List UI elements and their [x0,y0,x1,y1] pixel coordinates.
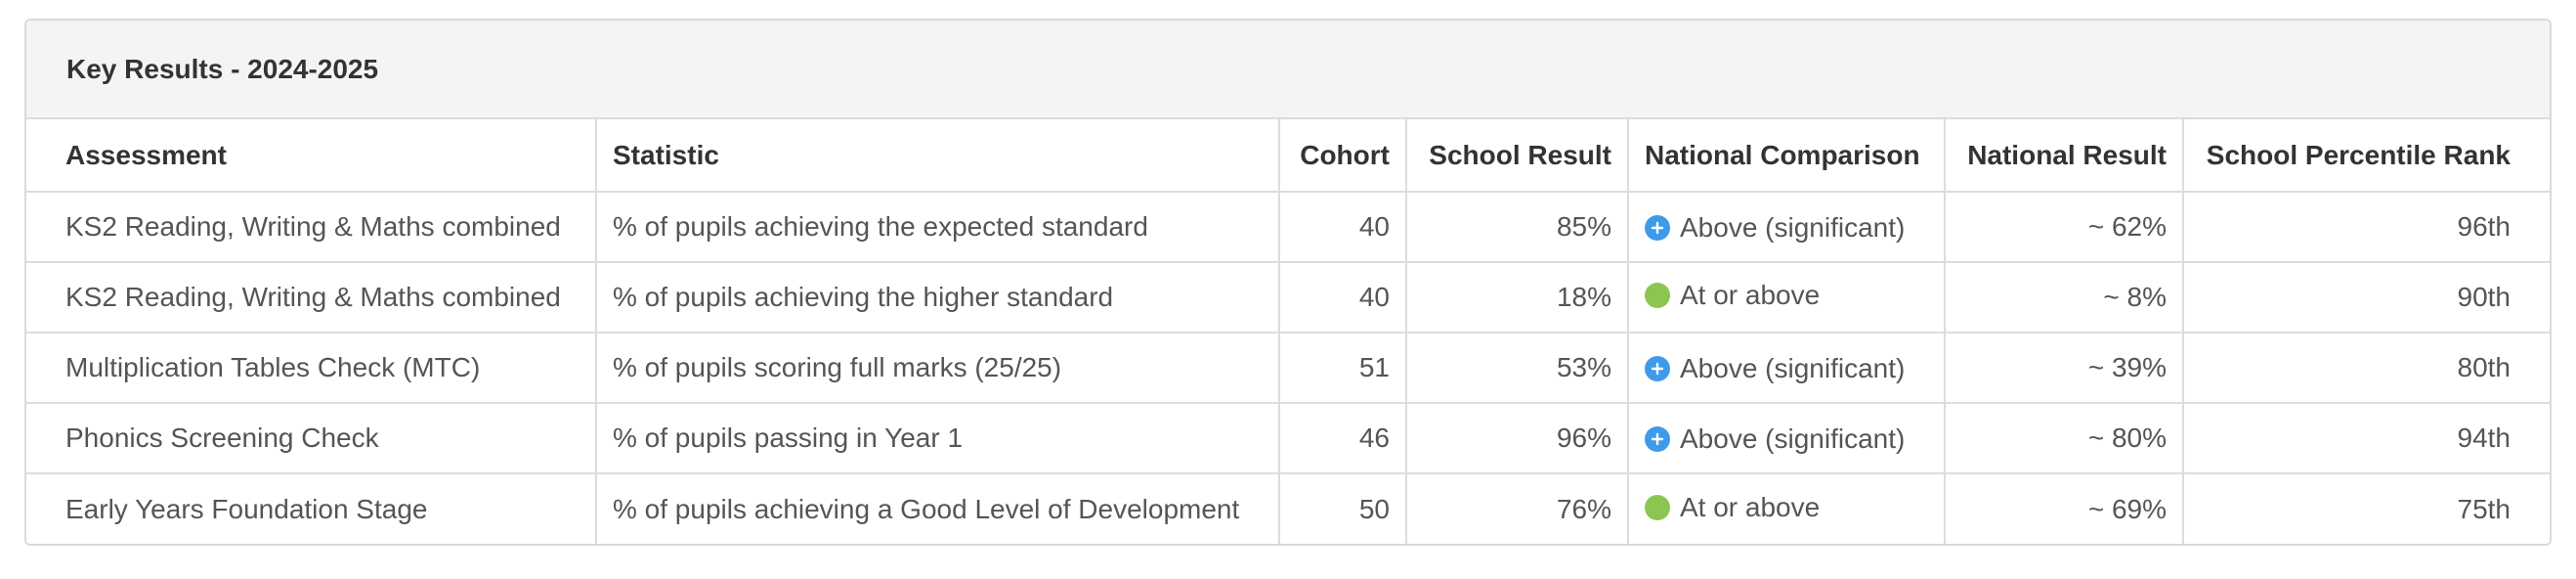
school-percentile-rank-cell: 94th [2183,403,2550,474]
national-result-cell: ~ 62% [1945,192,2184,263]
cohort-cell: 50 [1279,473,1407,544]
green-dot-icon [1645,494,1670,520]
school-percentile-rank-cell: 96th [2183,192,2550,263]
cohort-cell: 51 [1279,333,1407,404]
header-national-comparison: National Comparison [1628,119,1946,193]
national-comparison-label: Above (significant) [1680,212,1906,243]
header-cohort: Cohort [1279,119,1407,193]
table-row: Multiplication Tables Check (MTC) % of p… [26,333,2550,404]
panel-title: Key Results - 2024-2025 [26,21,2550,119]
cohort-cell: 40 [1279,192,1407,263]
national-comparison-label: Above (significant) [1680,353,1906,383]
statistic-cell: % of pupils achieving the higher standar… [596,262,1280,334]
header-national-result: National Result [1945,119,2184,193]
header-school-result: School Result [1406,119,1629,193]
assessment-cell: Phonics Screening Check [26,403,597,474]
statistic-cell: % of pupils scoring full marks (25/25) [596,333,1280,404]
table-row: KS2 Reading, Writing & Maths combined % … [26,262,2550,334]
table-row: KS2 Reading, Writing & Maths combined % … [26,192,2550,263]
statistic-cell: % of pupils achieving the expected stand… [596,192,1280,263]
statistic-cell: % of pupils achieving a Good Level of De… [596,473,1280,544]
table-row: Phonics Screening Check % of pupils pass… [26,403,2550,474]
national-result-cell: ~ 39% [1945,333,2184,404]
header-assessment: Assessment [26,119,597,193]
green-dot-icon [1645,283,1670,308]
school-percentile-rank-cell: 75th [2457,493,2512,524]
national-result-cell: ~ 69% [1945,473,2184,544]
header-statistic: Statistic [596,119,1280,193]
table-header-row: Assessment Statistic Cohort School Resul… [26,119,2550,193]
school-result-cell: 53% [1406,333,1629,404]
cohort-cell: 46 [1279,403,1407,474]
national-comparison-cell: Above (significant) [1628,403,1946,474]
assessment-cell: KS2 Reading, Writing & Maths combined [26,262,597,334]
national-result-cell: ~ 8% [1945,262,2184,334]
cohort-cell: 40 [1279,262,1407,334]
national-comparison-cell: Above (significant) [1628,333,1946,404]
table-row: Early Years Foundation Stage % of pupils… [26,473,2550,544]
assessment-cell: KS2 Reading, Writing & Maths combined [26,192,597,263]
key-results-panel: Key Results - 2024-2025 Assessment Stati… [24,19,2552,546]
national-comparison-label: Above (significant) [1680,423,1906,454]
plus-circle-icon [1645,356,1670,381]
assessment-cell: Multiplication Tables Check (MTC) [26,333,597,404]
statistic-cell: % of pupils passing in Year 1 [596,403,1280,474]
school-result-cell: 85% [1406,192,1629,263]
school-result-cell: 96% [1406,403,1629,474]
school-percentile-rank-cell: 90th [2183,262,2550,334]
national-comparison-label: At or above [1680,280,1821,310]
school-result-cell: 18% [1406,262,1629,334]
national-comparison-cell: At or above [1628,473,1946,544]
header-school-percentile-rank: School Percentile Rank [2183,119,2550,193]
national-result-cell: ~ 80% [1945,403,2184,474]
school-result-cell: 76% [1406,473,1629,544]
school-percentile-rank-cell: 80th [2183,333,2550,404]
national-comparison-cell: At or above [1628,262,1946,334]
plus-circle-icon [1645,215,1670,241]
assessment-cell: Early Years Foundation Stage [26,473,597,544]
key-results-table: Assessment Statistic Cohort School Resul… [26,119,2550,544]
national-comparison-label: At or above [1680,491,1821,522]
plus-circle-icon [1645,426,1670,452]
national-comparison-cell: Above (significant) [1628,192,1946,263]
